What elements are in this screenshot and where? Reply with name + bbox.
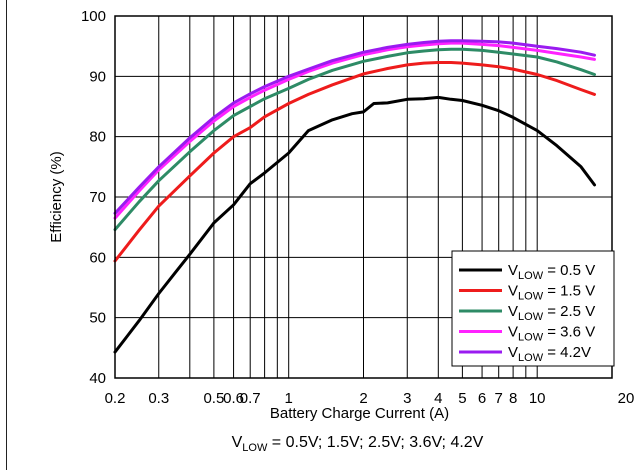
legend-label-sub: LOW bbox=[518, 311, 544, 323]
legend-label-rest: = 3.6 V bbox=[543, 324, 595, 341]
x-tick-label: 0.7 bbox=[240, 390, 261, 407]
x-axis-label: Battery Charge Current (A) bbox=[270, 405, 449, 422]
legend-label-main: V bbox=[508, 344, 518, 361]
legend-label-sub: LOW bbox=[518, 270, 544, 282]
legend-label-sub: LOW bbox=[518, 291, 544, 303]
legend-label-main: V bbox=[508, 262, 518, 279]
series-line-1 bbox=[113, 95, 596, 354]
legend-label: VLOW = 0.5 V bbox=[508, 262, 595, 282]
legend-label: VLOW = 2.5 V bbox=[508, 303, 595, 323]
x-tick-label: 20 bbox=[618, 390, 635, 407]
y-tick-label: 40 bbox=[89, 370, 106, 387]
x-tick-label: 0.2 bbox=[105, 390, 126, 407]
series-line-2 bbox=[113, 61, 596, 263]
legend-label-sub: LOW bbox=[518, 332, 544, 344]
y-tick-label: 80 bbox=[89, 129, 106, 146]
series-line-4 bbox=[113, 41, 596, 220]
series-lines bbox=[113, 39, 596, 354]
x-tick-label: 10 bbox=[529, 390, 546, 407]
y-tick-label: 90 bbox=[89, 68, 106, 85]
legend-label-main: V bbox=[508, 324, 518, 341]
y-axis-label: Efficiency (%) bbox=[48, 151, 65, 242]
y-tick-label: 60 bbox=[89, 249, 106, 266]
x-tick-labels: 0.2 0.3 0.50.60.7 1 2 3 4 5 6 7 8 10 20 bbox=[105, 390, 635, 407]
y-tick-labels: 40 50 60 70 80 90 100 bbox=[81, 8, 106, 387]
legend-label-sub: LOW bbox=[518, 352, 544, 364]
series-line-3 bbox=[113, 47, 596, 232]
series-line-5 bbox=[113, 39, 596, 215]
x-tick-label: 7 bbox=[495, 390, 503, 407]
legend-label-main: V bbox=[508, 303, 518, 320]
legend-label-main: V bbox=[508, 283, 518, 300]
y-tick-label: 50 bbox=[89, 310, 106, 327]
legend-label-rest: = 1.5 V bbox=[543, 283, 595, 300]
caption-rest: = 0.5V; 1.5V; 2.5V; 3.6V; 4.2V bbox=[267, 434, 483, 451]
legend-label-rest: = 2.5 V bbox=[543, 303, 595, 320]
x-tick-label: 0.3 bbox=[148, 390, 169, 407]
y-tick-label: 100 bbox=[81, 8, 106, 25]
legend-label-rest: = 4.2V bbox=[543, 344, 591, 361]
x-tick-label: 0.5 bbox=[203, 390, 224, 407]
caption-sub: LOW bbox=[242, 442, 268, 454]
caption-main: V bbox=[232, 434, 243, 451]
legend-label-rest: = 0.5 V bbox=[543, 262, 595, 279]
legend-label: VLOW = 1.5 V bbox=[508, 283, 595, 303]
y-tick-label: 70 bbox=[89, 189, 106, 206]
caption: VLOW = 0.5V; 1.5V; 2.5V; 3.6V; 4.2V bbox=[232, 434, 484, 454]
x-tick-label: 0.6 bbox=[223, 390, 244, 407]
legend-label: VLOW = 3.6 V bbox=[508, 324, 595, 344]
x-tick-label: 4 bbox=[434, 390, 442, 407]
x-tick-label: 1 bbox=[285, 390, 293, 407]
x-tick-label: 8 bbox=[509, 390, 517, 407]
plot-border bbox=[114, 15, 613, 379]
x-tick-label: 6 bbox=[478, 390, 486, 407]
x-tick-label: 5 bbox=[458, 390, 466, 407]
x-tick-label: 2 bbox=[359, 390, 367, 407]
x-tick-label: 3 bbox=[403, 390, 411, 407]
legend-label: VLOW = 4.2V bbox=[508, 344, 591, 364]
